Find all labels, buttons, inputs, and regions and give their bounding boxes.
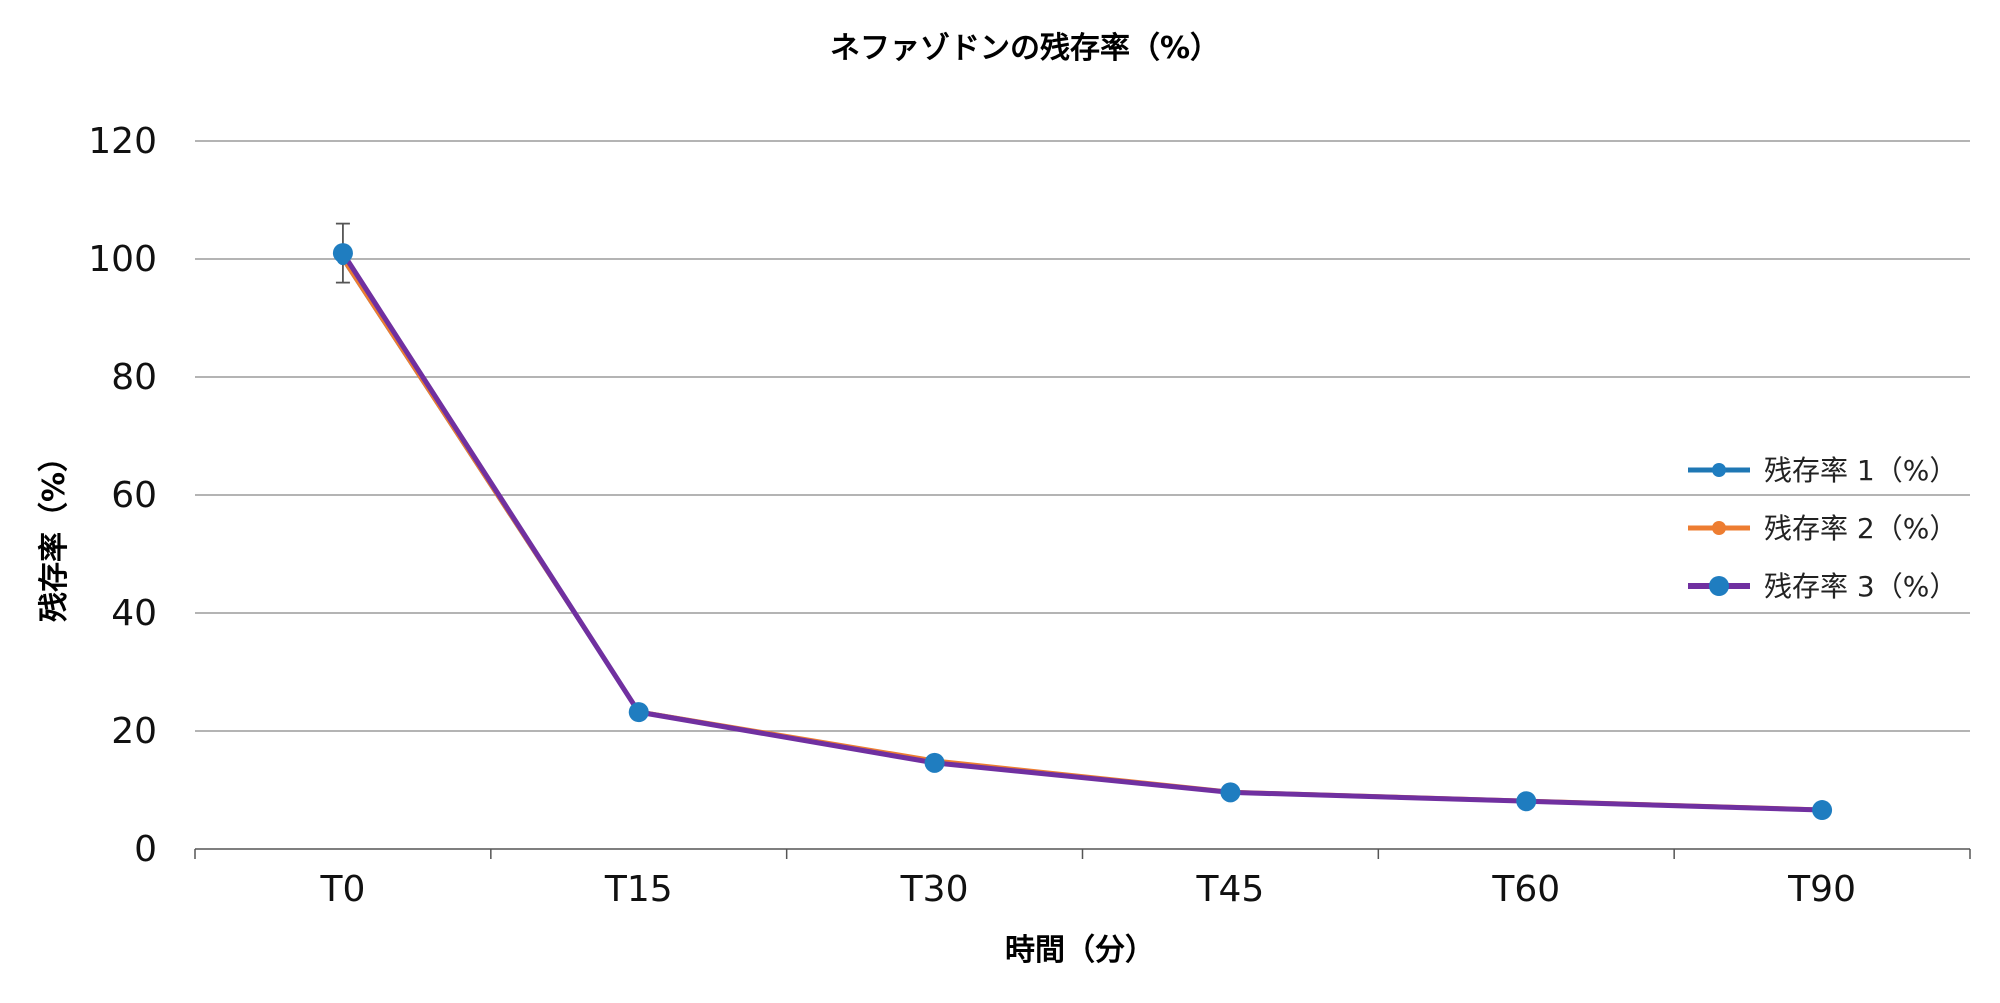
y-tick-label: 20 bbox=[111, 711, 157, 752]
y-tick-label: 40 bbox=[111, 593, 157, 634]
legend-entry-1: 残存率 1（%） bbox=[1688, 454, 1957, 487]
x-axis-label: 時間（分） bbox=[1005, 933, 1155, 968]
legend-label: 残存率 1（%） bbox=[1764, 454, 1957, 487]
series-line-1 bbox=[341, 257, 1823, 813]
axes: 0 20 40 60 80 100 120 T0 T15 T30 T45 T60 T90 bbox=[88, 121, 1971, 910]
series-line-2 bbox=[341, 257, 1823, 812]
legend-swatch-marker bbox=[1712, 521, 1726, 535]
legend: 残存率 1（%） 残存率 2（%） 残存率 3（%） bbox=[1688, 454, 1957, 603]
legend-label: 残存率 2（%） bbox=[1764, 512, 1957, 545]
legend-swatch-marker bbox=[1712, 463, 1726, 477]
y-tick-label: 80 bbox=[111, 357, 157, 398]
legend-entry-2: 残存率 2（%） bbox=[1688, 512, 1957, 545]
data-point-series-3 bbox=[924, 752, 945, 773]
legend-label: 残存率 3（%） bbox=[1764, 570, 1957, 603]
chart-title: ネファゾドンの残存率（%） bbox=[830, 31, 1220, 66]
y-tick-label: 0 bbox=[134, 829, 157, 870]
data-point-series-3 bbox=[1516, 791, 1537, 812]
marker-layer bbox=[332, 243, 1833, 821]
x-tick-label: T15 bbox=[604, 869, 673, 910]
data-point-series-3 bbox=[628, 702, 649, 723]
legend-swatch-marker bbox=[1709, 576, 1729, 596]
series-layer bbox=[335, 222, 1823, 813]
data-point-series-3 bbox=[1812, 800, 1833, 821]
gridlines bbox=[195, 140, 1970, 732]
x-tick-label: T30 bbox=[900, 869, 969, 910]
x-tick-label: T60 bbox=[1491, 869, 1560, 910]
y-tick-label: 100 bbox=[88, 239, 157, 280]
legend-entry-3: 残存率 3（%） bbox=[1688, 570, 1957, 603]
data-point-series-3 bbox=[1220, 782, 1241, 803]
x-tick-label: T45 bbox=[1196, 869, 1265, 910]
data-point-series-3 bbox=[332, 243, 353, 264]
y-tick-label: 60 bbox=[111, 475, 157, 516]
y-axis-label: 残存率（%） bbox=[37, 442, 72, 622]
x-tick-label: T0 bbox=[319, 869, 365, 910]
y-tick-label: 120 bbox=[88, 121, 157, 162]
x-tick-label: T90 bbox=[1787, 869, 1856, 910]
series-line-3 bbox=[340, 251, 1823, 813]
